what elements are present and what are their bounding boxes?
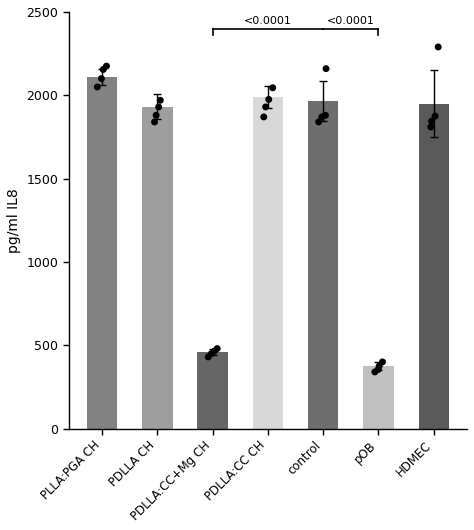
Text: <0.0001: <0.0001 [244, 16, 292, 26]
Point [93, 83, 101, 91]
Text: <0.0001: <0.0001 [327, 16, 375, 26]
Point [322, 64, 330, 73]
Point [210, 347, 218, 355]
Point [269, 84, 276, 92]
Point [262, 103, 269, 111]
Bar [142, 107, 173, 429]
Point [427, 123, 435, 131]
Point [213, 344, 221, 353]
Point [318, 113, 326, 121]
Bar [363, 366, 394, 429]
Point [434, 43, 442, 51]
Point [208, 349, 215, 358]
Point [379, 358, 386, 366]
Bar [419, 103, 449, 429]
Point [322, 111, 329, 119]
Point [265, 95, 273, 104]
Bar [308, 101, 338, 429]
Point [156, 96, 164, 104]
Point [371, 368, 379, 376]
Bar [198, 352, 228, 429]
Point [375, 362, 383, 370]
Point [152, 111, 160, 119]
Bar [253, 97, 283, 429]
Point [431, 112, 439, 120]
Point [315, 118, 322, 126]
Point [155, 103, 163, 111]
Point [103, 62, 110, 70]
Y-axis label: pg/ml IL8: pg/ml IL8 [7, 188, 21, 253]
Point [204, 352, 212, 361]
Point [428, 117, 436, 125]
Point [100, 65, 107, 74]
Bar [87, 77, 117, 429]
Point [151, 118, 158, 126]
Point [374, 365, 382, 374]
Point [98, 74, 105, 83]
Point [260, 113, 268, 121]
